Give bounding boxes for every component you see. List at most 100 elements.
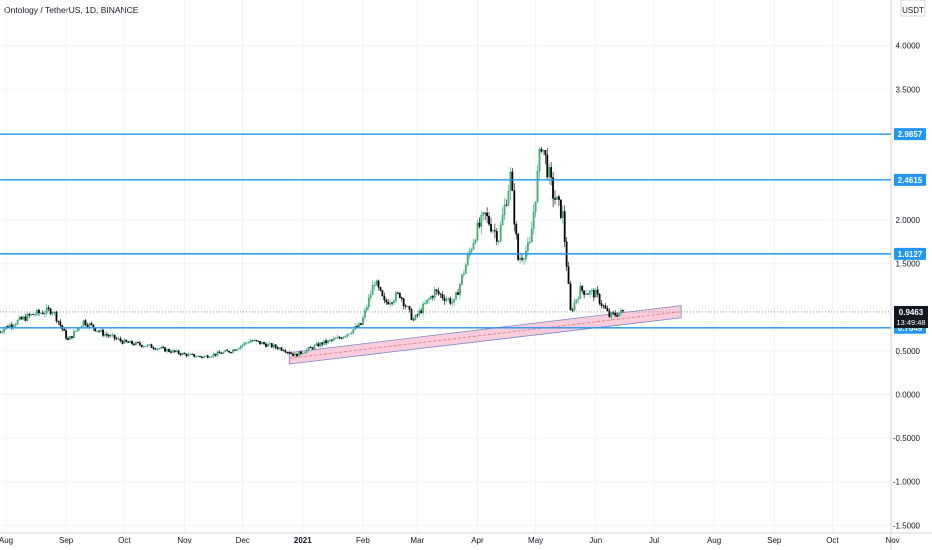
candle-body	[135, 342, 137, 346]
candle-body	[307, 347, 310, 350]
horizontal-level-tag	[894, 247, 926, 260]
candle-body	[542, 149, 545, 152]
candle-body	[616, 315, 618, 317]
candle-body	[3, 328, 5, 333]
candle-body	[608, 310, 611, 317]
candle-body	[579, 285, 582, 299]
candle-body	[71, 336, 73, 339]
candle-body	[127, 341, 130, 343]
candle-body	[350, 332, 353, 334]
candle-body	[327, 340, 329, 344]
candle-body	[379, 287, 382, 291]
y-tick-label: -1.0000	[893, 478, 921, 487]
candle-body	[98, 330, 101, 332]
candle-body	[503, 204, 506, 216]
candle-body	[583, 290, 586, 295]
candle-body	[142, 346, 145, 348]
candle-body	[276, 347, 279, 350]
candle-body	[164, 347, 166, 352]
candle-body	[286, 352, 289, 353]
candle-body	[437, 290, 440, 294]
candle-body	[439, 293, 442, 295]
candle-body	[412, 319, 415, 321]
candle-body	[86, 324, 89, 327]
candle-body	[183, 352, 186, 355]
candle-body	[104, 334, 106, 336]
candle-body	[274, 344, 277, 348]
y-tick-label: -1.5000	[893, 521, 921, 530]
candle-body	[558, 196, 560, 200]
candle-body	[470, 249, 473, 252]
candle-body	[422, 303, 425, 314]
candle-body	[321, 342, 324, 345]
candle-body	[377, 280, 380, 288]
candle-body	[495, 230, 498, 242]
candle-body	[532, 211, 535, 229]
y-tick-label: 3.5000	[896, 85, 921, 94]
candle-body	[195, 356, 198, 358]
candle-body	[28, 314, 31, 316]
candle-body	[154, 348, 157, 350]
x-tick-label: May	[528, 536, 543, 545]
candle-body	[193, 354, 196, 357]
candle-body	[363, 309, 366, 318]
candle-body	[457, 292, 459, 295]
candle-body	[482, 212, 485, 216]
candle-body	[618, 313, 620, 317]
candle-body	[614, 312, 617, 316]
candle-body	[478, 222, 481, 227]
candle-body	[268, 343, 271, 345]
candle-body	[185, 353, 188, 357]
candle-body	[288, 352, 291, 354]
x-tick-label: Jun	[589, 536, 602, 545]
candle-body	[45, 307, 48, 314]
candle-body	[466, 255, 469, 266]
candle-body	[247, 342, 250, 344]
candle-body	[546, 154, 549, 178]
candle-body	[561, 211, 564, 219]
candle-body	[22, 316, 25, 320]
candle-body	[265, 343, 267, 347]
candle-body	[606, 308, 609, 312]
candle-body	[581, 285, 584, 291]
candle-body	[476, 222, 479, 241]
candle-body	[348, 333, 351, 335]
candle-body	[84, 320, 87, 326]
candle-body	[123, 339, 126, 344]
candle-body	[222, 351, 225, 354]
candle-body	[73, 331, 75, 339]
candle-body	[102, 329, 104, 336]
candle-body	[82, 320, 85, 327]
candle-body	[404, 305, 407, 307]
candle-body	[559, 199, 562, 219]
candle-body	[528, 242, 531, 243]
horizontal-level-label: 2.4615	[898, 176, 923, 185]
candle-body	[245, 342, 248, 344]
candle-body	[538, 149, 541, 172]
candle-body	[499, 224, 502, 242]
candle-body	[280, 347, 283, 351]
candle-body	[331, 339, 333, 341]
candle-body	[323, 340, 326, 345]
candle-body	[160, 347, 163, 349]
candle-body	[389, 302, 392, 305]
candle-body	[67, 338, 69, 340]
candle-body	[76, 328, 79, 332]
candle-body	[511, 171, 514, 191]
candle-body	[69, 336, 71, 340]
candle-body	[587, 293, 589, 295]
candle-body	[270, 343, 273, 348]
candle-body	[148, 344, 151, 346]
candle-body	[544, 149, 547, 156]
candle-body	[96, 330, 99, 332]
candle-body	[577, 298, 580, 300]
candle-body	[177, 350, 180, 354]
candle-body	[391, 302, 393, 304]
candle-body	[208, 356, 211, 358]
candle-body	[592, 290, 595, 298]
candle-body	[296, 353, 298, 357]
candle-body	[249, 340, 252, 343]
candle-body	[26, 314, 29, 321]
candle-body	[16, 319, 19, 325]
